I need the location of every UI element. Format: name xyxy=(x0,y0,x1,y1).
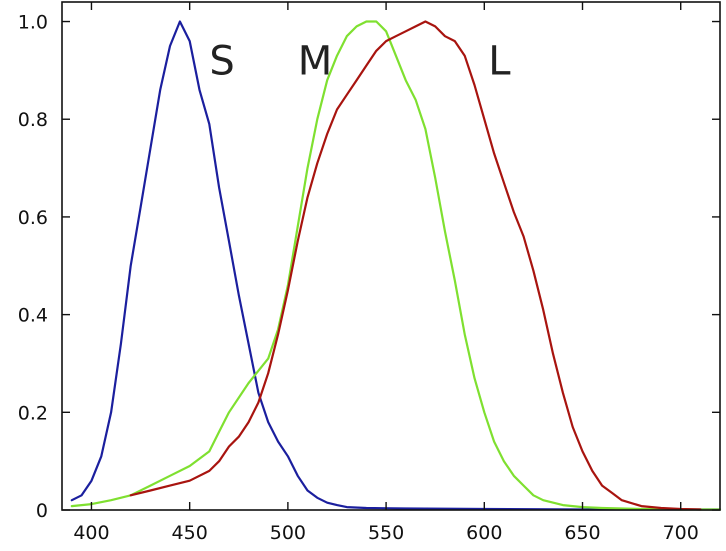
x-tick-label: 700 xyxy=(663,522,699,544)
y-tick-label: 0 xyxy=(36,500,48,522)
plot-frame xyxy=(61,1,721,511)
y-tick-label: 0.8 xyxy=(18,109,48,131)
y-tick-label: 0.4 xyxy=(18,305,48,327)
x-tick-label: 450 xyxy=(172,522,208,544)
plot-background xyxy=(62,2,720,510)
series-line-m xyxy=(70,20,722,511)
x-tick-label: 400 xyxy=(73,522,109,544)
series-line-s xyxy=(70,20,722,511)
series-label-s: S xyxy=(209,39,234,85)
series-lines xyxy=(70,20,722,511)
x-tick-label: 550 xyxy=(368,522,404,544)
x-tick-label: 600 xyxy=(466,522,502,544)
y-tick-label: 0.2 xyxy=(18,402,48,424)
series-label-m: M xyxy=(298,39,333,85)
series-label-l: L xyxy=(488,39,511,85)
axis-ticks: 400 450 500 550 600 650 700 0 0.2 0.4 0.6 0.8 1.0 xyxy=(18,2,720,544)
series-line-l xyxy=(129,20,702,511)
x-tick-label: 650 xyxy=(564,522,600,544)
y-tick-label: 1.0 xyxy=(18,12,48,34)
y-tick-label: 0.6 xyxy=(18,207,48,229)
x-tick-label: 500 xyxy=(270,522,306,544)
